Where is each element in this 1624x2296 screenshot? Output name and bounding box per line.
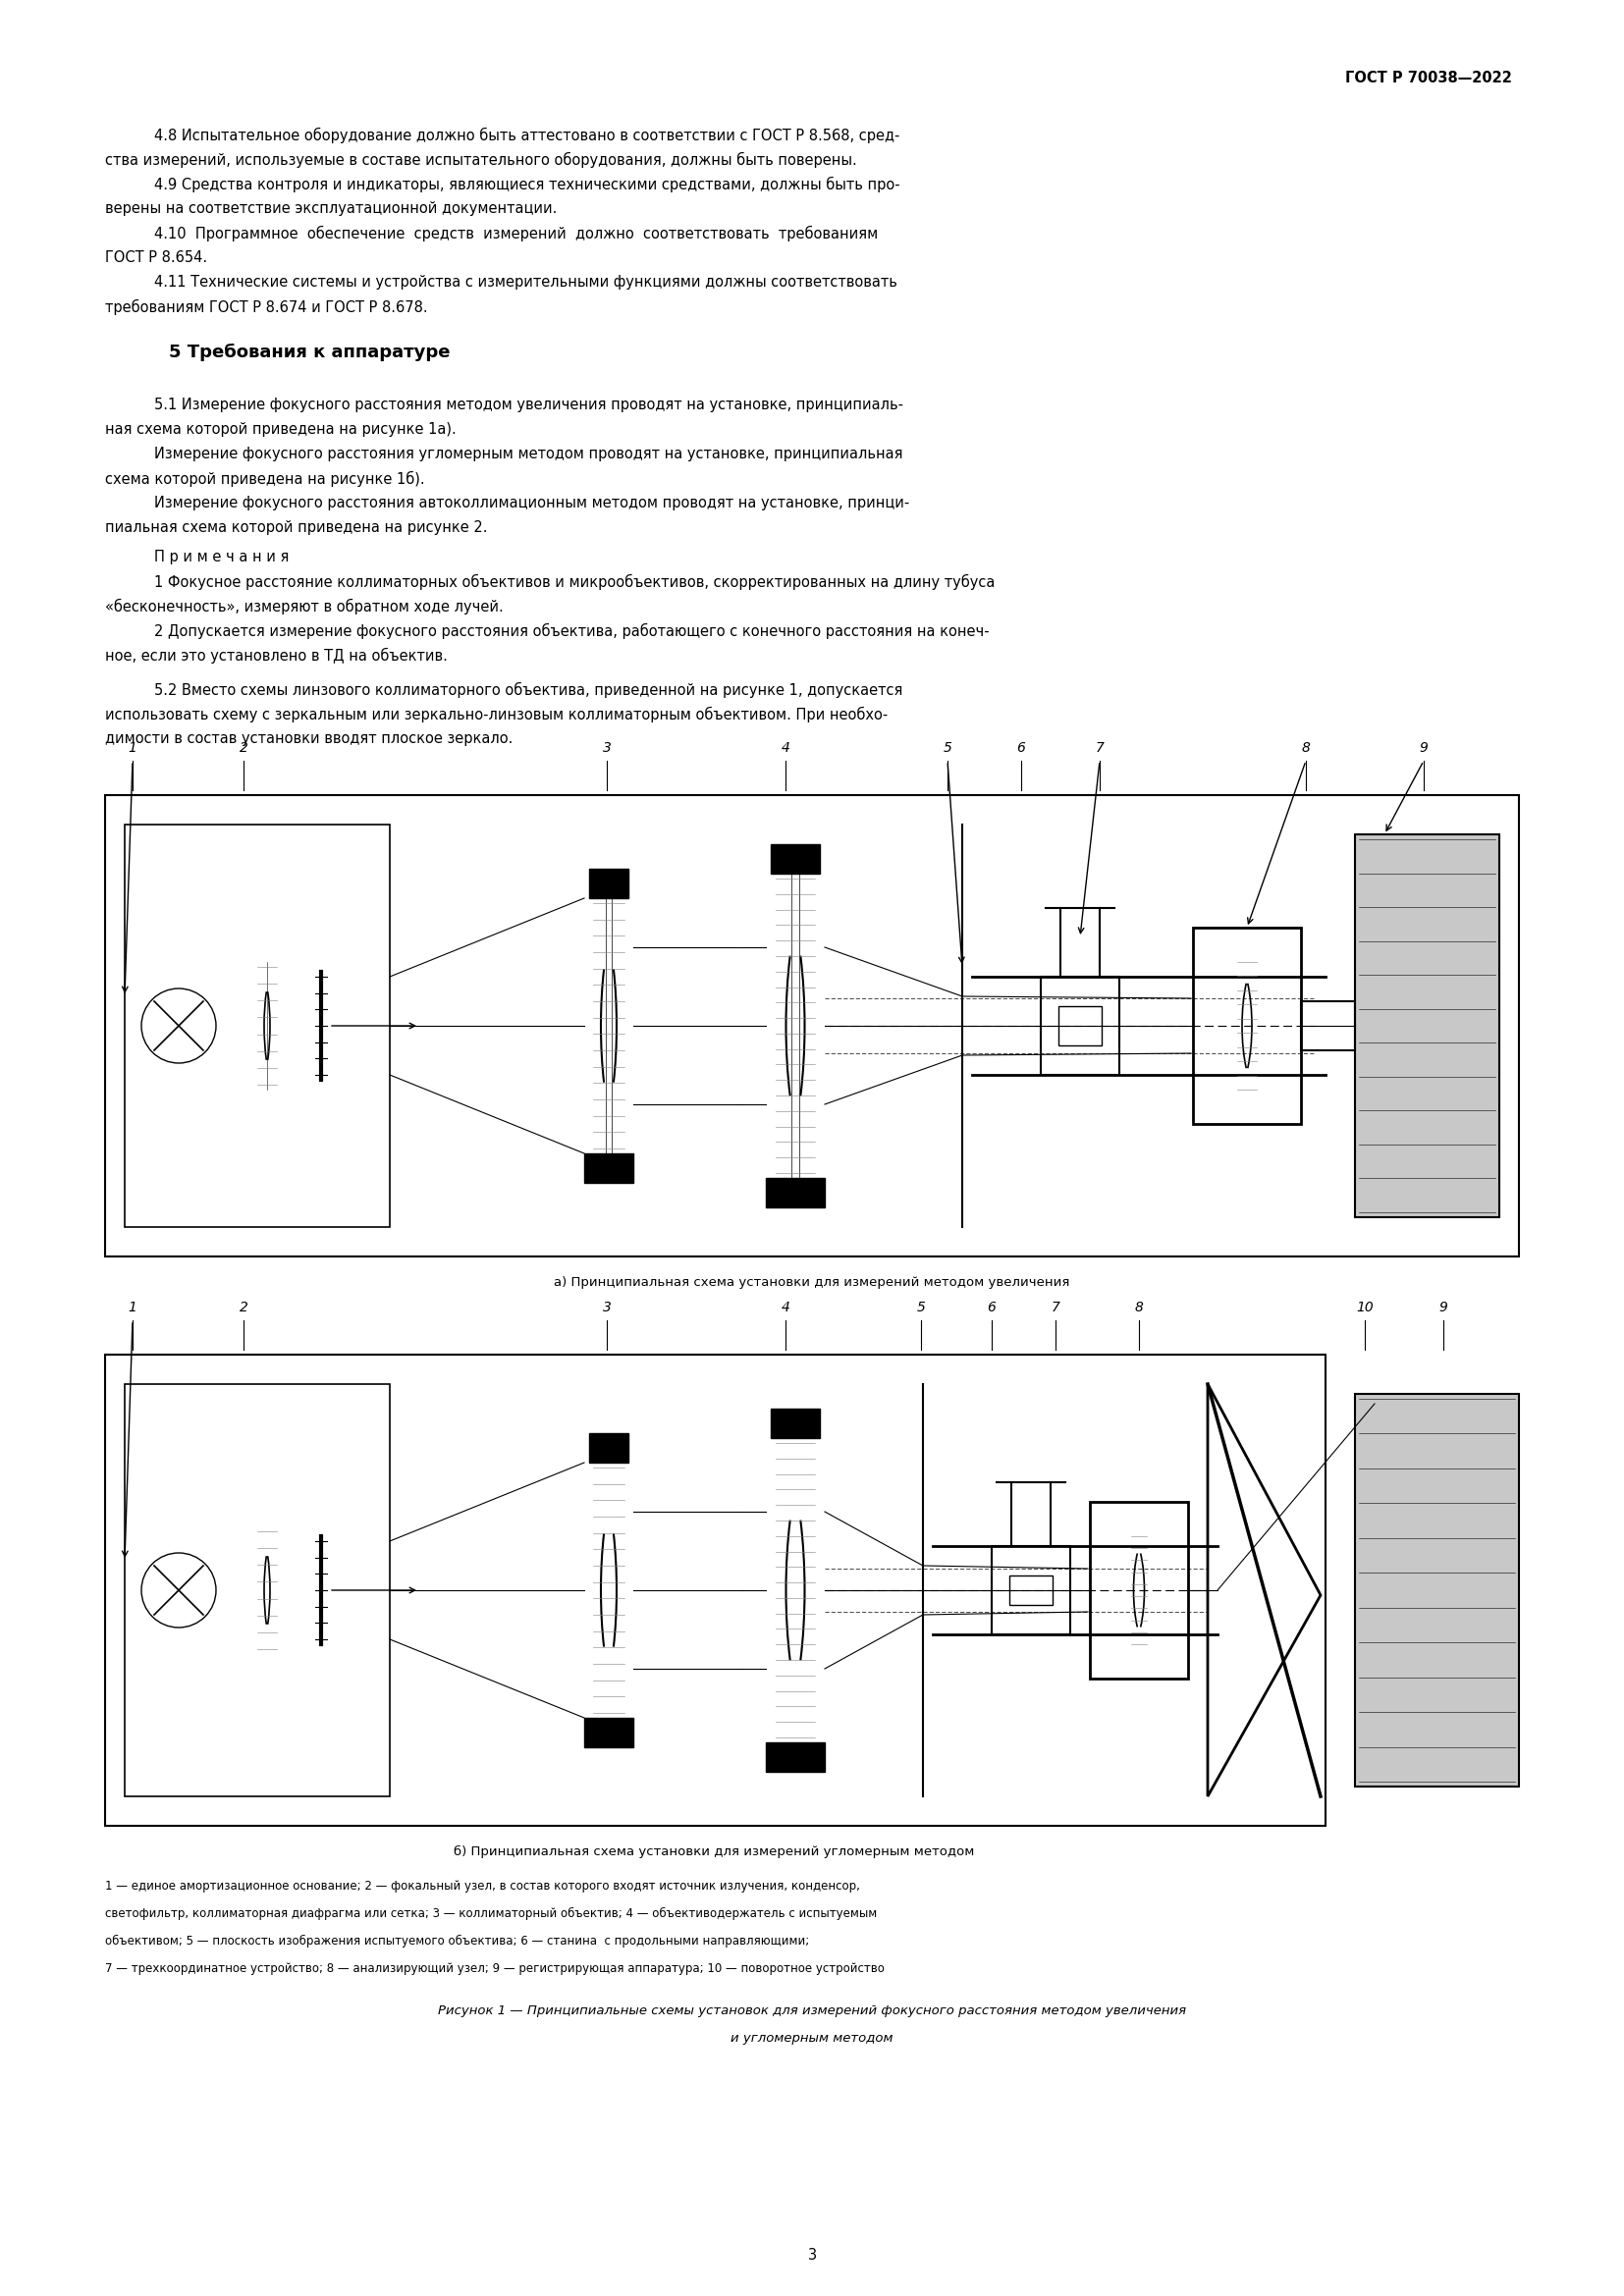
Text: объективом; 5 — плоскость изображения испытуемого объектива; 6 — станина  с прод: объективом; 5 — плоскость изображения ис… — [106, 1936, 809, 1947]
Text: димости в состав установки вводят плоское зеркало.: димости в состав установки вводят плоско… — [106, 732, 513, 746]
Text: ное, если это установлено в ТД на объектив.: ное, если это установлено в ТД на объект… — [106, 647, 448, 664]
Text: 2 Допускается измерение фокусного расстояния объектива, работающего с конечного : 2 Допускается измерение фокусного рассто… — [154, 622, 989, 638]
Bar — [1059, 1006, 1101, 1045]
Bar — [767, 1743, 825, 1773]
Text: 7: 7 — [1095, 742, 1104, 755]
Text: 1 Фокусное расстояние коллиматорных объективов и микрообъективов, скорректирован: 1 Фокусное расстояние коллиматорных объе… — [154, 574, 996, 590]
Text: 4.8 Испытательное оборудование должно быть аттестовано в соответствии с ГОСТ Р 8: 4.8 Испытательное оборудование должно бы… — [154, 129, 900, 142]
Text: а) Принципиальная схема установки для измерений методом увеличения: а) Принципиальная схема установки для из… — [554, 1277, 1070, 1288]
Text: 5.2 Вместо схемы линзового коллиматорного объектива, приведенной на рисунке 1, д: 5.2 Вместо схемы линзового коллиматорног… — [154, 682, 903, 698]
Bar — [1301, 1001, 1354, 1049]
Text: 2: 2 — [239, 742, 248, 755]
Text: 3: 3 — [603, 1300, 611, 1313]
Text: 9: 9 — [1419, 742, 1427, 755]
Bar — [992, 1545, 1070, 1635]
Text: светофильтр, коллиматорная диафрагма или сетка; 3 — коллиматорный объектив; 4 — : светофильтр, коллиматорная диафрагма или… — [106, 1908, 877, 1919]
Text: пиальная схема которой приведена на рисунке 2.: пиальная схема которой приведена на рису… — [106, 521, 487, 535]
Text: 10: 10 — [1356, 1300, 1374, 1313]
Text: 5: 5 — [944, 742, 952, 755]
Bar — [1354, 1394, 1518, 1786]
Text: 9: 9 — [1439, 1300, 1447, 1313]
Text: 6: 6 — [987, 1300, 996, 1313]
Text: 7 — трехкоординатное устройство; 8 — анализирующий узел; 9 — регистрирующая аппа: 7 — трехкоординатное устройство; 8 — ана… — [106, 1963, 885, 1975]
Text: ГОСТ Р 8.654.: ГОСТ Р 8.654. — [106, 250, 208, 264]
Text: Измерение фокусного расстояния автоколлимационным методом проводят на установке,: Измерение фокусного расстояния автоколли… — [154, 496, 909, 510]
Text: Измерение фокусного расстояния угломерным методом проводят на установке, принцип: Измерение фокусного расстояния угломерны… — [154, 448, 903, 461]
Text: ства измерений, используемые в составе испытательного оборудования, должны быть : ства измерений, используемые в составе и… — [106, 152, 857, 168]
Bar — [125, 824, 390, 1226]
Bar — [1041, 976, 1119, 1075]
Text: б) Принципиальная схема установки для измерений угломерным методом: б) Принципиальная схема установки для из… — [453, 1846, 974, 1857]
Bar — [106, 794, 1518, 1256]
Text: ная схема которой приведена на рисунке 1а).: ная схема которой приведена на рисунке 1… — [106, 422, 456, 436]
Text: П р и м е ч а н и я: П р и м е ч а н и я — [154, 549, 289, 565]
Text: 4.9 Средства контроля и индикаторы, являющиеся техническими средствами, должны б: 4.9 Средства контроля и индикаторы, явля… — [154, 177, 900, 193]
Text: требованиям ГОСТ Р 8.674 и ГОСТ Р 8.678.: требованиям ГОСТ Р 8.674 и ГОСТ Р 8.678. — [106, 298, 427, 315]
Text: 5 Требования к аппаратуре: 5 Требования к аппаратуре — [169, 344, 450, 360]
Bar — [1090, 1502, 1189, 1678]
Text: 1: 1 — [128, 1300, 136, 1313]
Text: 7: 7 — [1051, 1300, 1060, 1313]
Text: 8: 8 — [1135, 1300, 1143, 1313]
Bar — [1194, 928, 1301, 1125]
Bar — [125, 1384, 390, 1795]
Text: использовать схему с зеркальным или зеркально-линзовым коллиматорным объективом.: использовать схему с зеркальным или зерк… — [106, 707, 888, 723]
Text: 4.10  Программное  обеспечение  средств  измерений  должно  соответствовать  тре: 4.10 Программное обеспечение средств изм… — [154, 225, 879, 241]
Text: ГОСТ Р 70038—2022: ГОСТ Р 70038—2022 — [1345, 71, 1512, 85]
Text: 2: 2 — [239, 1300, 248, 1313]
Bar — [590, 1433, 628, 1463]
Text: верены на соответствие эксплуатационной документации.: верены на соответствие эксплуатационной … — [106, 202, 557, 216]
Text: 6: 6 — [1017, 742, 1025, 755]
Bar — [1354, 833, 1499, 1217]
Bar — [767, 1178, 825, 1208]
Text: схема которой приведена на рисунке 1б).: схема которой приведена на рисунке 1б). — [106, 471, 425, 487]
Text: 3: 3 — [603, 742, 611, 755]
Text: 4: 4 — [781, 742, 789, 755]
Text: 5.1 Измерение фокусного расстояния методом увеличения проводят на установке, при: 5.1 Измерение фокусного расстояния метод… — [154, 397, 903, 413]
Text: 5: 5 — [916, 1300, 926, 1313]
Bar — [585, 1717, 633, 1747]
Text: Рисунок 1 — Принципиальные схемы установок для измерений фокусного расстояния ме: Рисунок 1 — Принципиальные схемы установ… — [438, 2004, 1186, 2018]
Bar — [1010, 1575, 1052, 1605]
Text: 1: 1 — [128, 742, 136, 755]
Bar — [771, 1410, 820, 1437]
Text: 4: 4 — [781, 1300, 789, 1313]
Text: «бесконечность», измеряют в обратном ходе лучей.: «бесконечность», измеряют в обратном ход… — [106, 599, 503, 615]
Bar — [771, 845, 820, 875]
Text: 3: 3 — [807, 2248, 817, 2262]
Text: 4.11 Технические системы и устройства с измерительными функциями должны соответс: 4.11 Технические системы и устройства с … — [154, 276, 898, 289]
Bar — [106, 1355, 1325, 1825]
Bar — [590, 868, 628, 898]
Bar — [585, 1153, 633, 1182]
Text: 8: 8 — [1301, 742, 1311, 755]
Text: и угломерным методом: и угломерным методом — [731, 2032, 893, 2046]
Text: 1 — единое амортизационное основание; 2 — фокальный узел, в состав которого вход: 1 — единое амортизационное основание; 2 … — [106, 1880, 861, 1892]
